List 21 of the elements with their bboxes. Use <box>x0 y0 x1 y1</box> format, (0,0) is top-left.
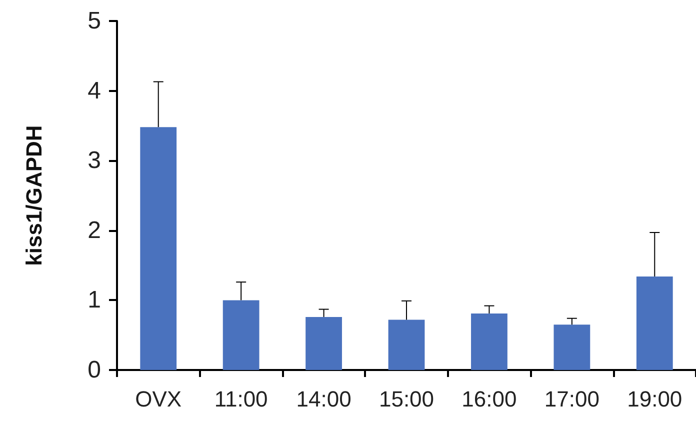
bar <box>471 313 508 370</box>
x-tick-label: 17:00 <box>544 386 600 412</box>
y-tick-label: 4 <box>88 77 101 104</box>
y-tick-label: 2 <box>88 216 101 244</box>
bar <box>554 324 590 370</box>
x-tick-label: 19:00 <box>627 386 682 412</box>
x-tick-label: 11:00 <box>214 386 268 412</box>
bar <box>222 300 260 370</box>
x-tick-label: 14:00 <box>296 386 352 412</box>
x-tick-label: 15:00 <box>378 386 434 412</box>
y-axis-title: kiss1/GAPDH <box>22 125 46 266</box>
x-tick-label: OVX <box>135 386 182 412</box>
bar <box>388 320 425 370</box>
y-tick-label: 3 <box>88 147 101 174</box>
bar <box>140 127 177 370</box>
bar <box>306 316 342 370</box>
y-tick-label: 1 <box>88 286 101 314</box>
bar <box>636 276 673 370</box>
x-tick-label: 16:00 <box>462 386 517 412</box>
y-tick-label: 0 <box>88 356 101 384</box>
y-tick-label: 5 <box>88 8 101 34</box>
